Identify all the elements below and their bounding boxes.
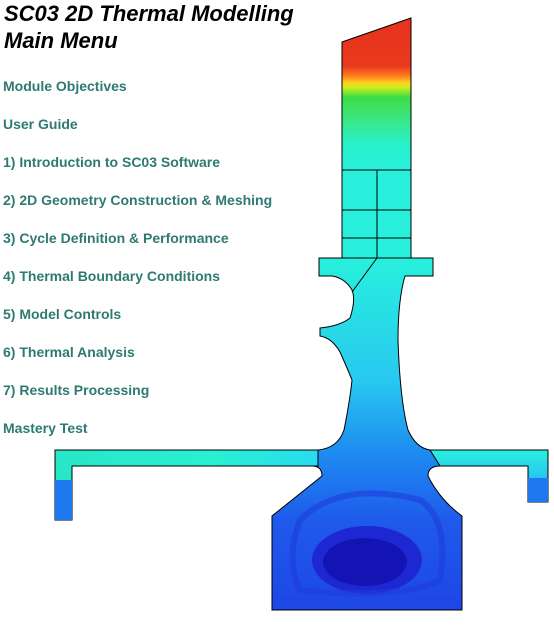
menu-link-results-processing[interactable]: 7) Results Processing — [3, 382, 150, 398]
hub-coldest-zone — [323, 538, 407, 586]
menu-link-thermal-analysis[interactable]: 6) Thermal Analysis — [3, 344, 135, 360]
page-title: SC03 2D Thermal Modelling Main Menu — [4, 0, 294, 54]
menu-link-mastery-test[interactable]: Mastery Test — [3, 420, 88, 436]
page-title-line-2: Main Menu — [4, 28, 118, 53]
menu-item-model-controls: 5) Model Controls — [3, 304, 272, 342]
menu-link-cycle-definition[interactable]: 3) Cycle Definition & Performance — [3, 230, 229, 246]
menu-item-boundary-conditions: 4) Thermal Boundary Conditions — [3, 266, 272, 304]
blade-mesh-lines — [342, 169, 411, 258]
menu-item-results-processing: 7) Results Processing — [3, 380, 272, 418]
menu-item-mastery-test: Mastery Test — [3, 418, 272, 456]
page-title-line-1: SC03 2D Thermal Modelling — [4, 1, 294, 26]
main-menu: Module Objectives User Guide 1) Introduc… — [3, 76, 272, 456]
menu-link-geometry-meshing[interactable]: 2) 2D Geometry Construction & Meshing — [3, 192, 273, 208]
disc-body — [54, 257, 549, 611]
menu-item-thermal-analysis: 6) Thermal Analysis — [3, 342, 272, 380]
hub-contour-band — [289, 490, 446, 597]
menu-item-introduction: 1) Introduction to SC03 Software — [3, 152, 272, 190]
left-arm — [54, 449, 319, 521]
menu-item-user-guide: User Guide — [3, 114, 272, 152]
menu-link-module-objectives[interactable]: Module Objectives — [3, 78, 127, 94]
right-arm-tip — [528, 478, 548, 502]
menu-item-geometry-meshing: 2) 2D Geometry Construction & Meshing — [3, 190, 272, 228]
menu-link-model-controls[interactable]: 5) Model Controls — [3, 306, 122, 322]
menu-item-cycle-definition: 3) Cycle Definition & Performance — [3, 228, 272, 266]
menu-item-module-objectives: Module Objectives — [3, 76, 272, 114]
left-arm-tip — [55, 480, 72, 520]
stem-mesh-line — [351, 257, 378, 293]
menu-link-introduction[interactable]: 1) Introduction to SC03 Software — [3, 154, 221, 170]
menu-link-boundary-conditions[interactable]: 4) Thermal Boundary Conditions — [3, 268, 221, 284]
menu-link-user-guide[interactable]: User Guide — [3, 116, 78, 132]
